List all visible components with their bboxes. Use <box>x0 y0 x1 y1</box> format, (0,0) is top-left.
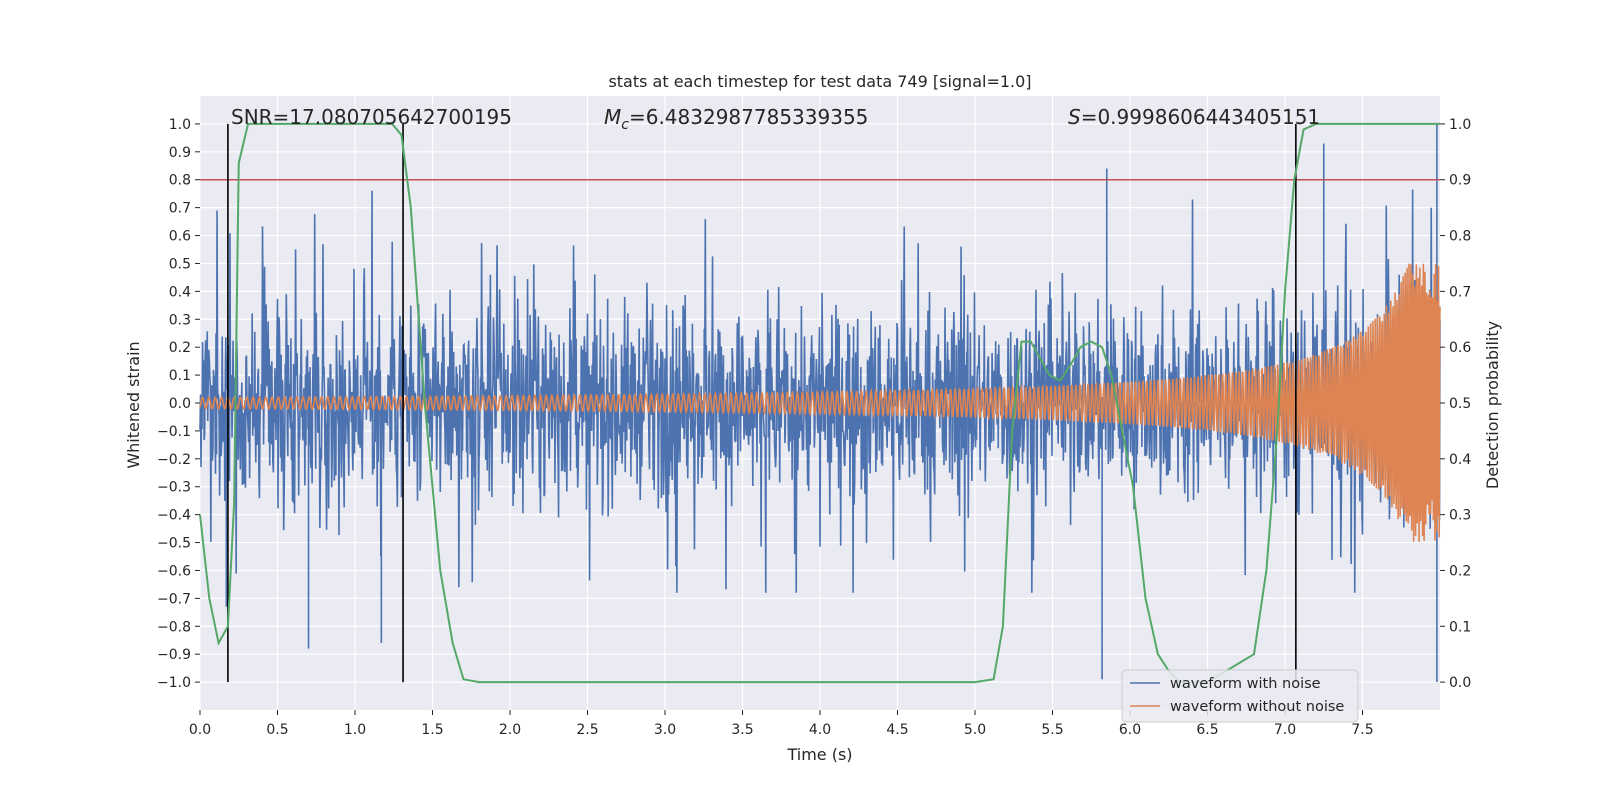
series-detection-probability <box>199 122 1440 684</box>
y-tick-label: 0.3 <box>169 312 191 328</box>
x-tick-label: 0.5 <box>266 722 288 738</box>
legend-label-noisy: waveform with noise <box>1170 676 1321 692</box>
y-tick-label: 1.0 <box>169 117 191 133</box>
y-tick-label: −0.9 <box>157 647 191 663</box>
snr-annotation: SNR=17.080705642700195 <box>231 105 512 129</box>
chirp-mass-subscript: c <box>621 117 629 133</box>
y-tick-label: −0.4 <box>157 508 191 524</box>
x-tick-label: 6.0 <box>1119 722 1141 738</box>
legend-label-clean: waveform without noise <box>1170 699 1344 715</box>
y2-tick-label: 0.9 <box>1449 173 1471 189</box>
y2-tick-label: 0.7 <box>1449 284 1471 300</box>
legend-box <box>1121 669 1359 723</box>
y-axis-ticks: 1.0 0.9 0.8 0.7 0.6 0.5 0.4 0.3 0.2 0.1 0.0 −0.1 −0.… <box>157 117 200 691</box>
score-symbol: S <box>1068 105 1081 129</box>
y2-tick-label: 0.4 <box>1449 452 1471 468</box>
x-tick-label: 7.0 <box>1274 722 1296 738</box>
y2-tick-label: 0.2 <box>1449 563 1471 579</box>
y-tick-label: 0.5 <box>169 256 191 272</box>
x-tick-label: 5.5 <box>1041 722 1063 738</box>
y-tick-label: 0.8 <box>169 173 191 189</box>
y-tick-label: 0.6 <box>169 229 191 245</box>
y-tick-label: −0.1 <box>157 424 191 440</box>
chirp-mass-symbol: M <box>604 105 621 129</box>
x-tick-label: 2.5 <box>576 722 598 738</box>
vertical-markers <box>227 123 1297 683</box>
x-tick-label: 5.0 <box>964 722 986 738</box>
series-waveform-without-noise <box>199 263 1441 542</box>
y-tick-label: −0.8 <box>157 619 191 635</box>
y-tick-label: 0.1 <box>169 368 191 384</box>
x-axis-ticks: 0.0 0.5 1.0 1.5 2.0 2.5 3.0 3.5 4.0 4.5 5.0 5.5 6.0 6… <box>189 710 1374 738</box>
series-waveform-with-noise <box>199 123 1441 683</box>
x-tick-label: 7.5 <box>1351 722 1373 738</box>
y2-axis-label: Detection probability <box>1483 321 1502 489</box>
y2-tick-label: 0.8 <box>1449 229 1471 245</box>
x-tick-label: 1.5 <box>421 722 443 738</box>
chart-title: stats at each timestep for test data 749… <box>608 72 1031 91</box>
x-tick-label: 3.5 <box>731 722 753 738</box>
y2-tick-label: 0.5 <box>1449 396 1471 412</box>
x-tick-label: 4.5 <box>886 722 908 738</box>
x-tick-label: 2.0 <box>499 722 521 738</box>
y-tick-label: −0.7 <box>157 591 191 607</box>
y2-tick-label: 0.3 <box>1449 508 1471 524</box>
score-annotation: S=0.9998606443405151 <box>1068 105 1320 129</box>
chirp-mass-value: =6.4832987785339355 <box>629 105 868 129</box>
score-value: =0.9998606443405151 <box>1081 105 1320 129</box>
y-tick-label: −0.2 <box>157 452 191 468</box>
y-axis-label: Whitened strain <box>124 341 143 468</box>
y2-tick-label: 0.0 <box>1449 675 1471 691</box>
y-tick-label: −0.5 <box>157 536 191 552</box>
legend: waveform with noise waveform without noi… <box>1121 669 1359 723</box>
chirp-mass-annotation: Mc=6.4832987785339355 <box>604 105 868 133</box>
y-tick-label: 0.0 <box>169 396 191 412</box>
x-tick-label: 1.0 <box>344 722 366 738</box>
y2-tick-label: 0.6 <box>1449 340 1471 356</box>
y2-axis-ticks: 1.0 0.9 0.8 0.7 0.6 0.5 0.4 0.3 0.2 0.1 0.0 <box>1440 117 1471 691</box>
x-tick-label: 3.0 <box>654 722 676 738</box>
y2-tick-label: 1.0 <box>1449 117 1471 133</box>
x-axis-label: Time (s) <box>786 745 852 764</box>
y-tick-label: 0.7 <box>169 201 191 217</box>
x-tick-label: 4.0 <box>809 722 831 738</box>
y-tick-label: −0.6 <box>157 563 191 579</box>
y-tick-label: −1.0 <box>157 675 191 691</box>
x-tick-label: 0.0 <box>189 722 211 738</box>
y-tick-label: −0.3 <box>157 480 191 496</box>
y2-tick-label: 0.1 <box>1449 619 1471 635</box>
y-tick-label: 0.9 <box>169 145 191 161</box>
y-tick-label: 0.2 <box>169 340 191 356</box>
y-tick-label: 0.4 <box>169 284 191 300</box>
x-tick-label: 6.5 <box>1196 722 1218 738</box>
